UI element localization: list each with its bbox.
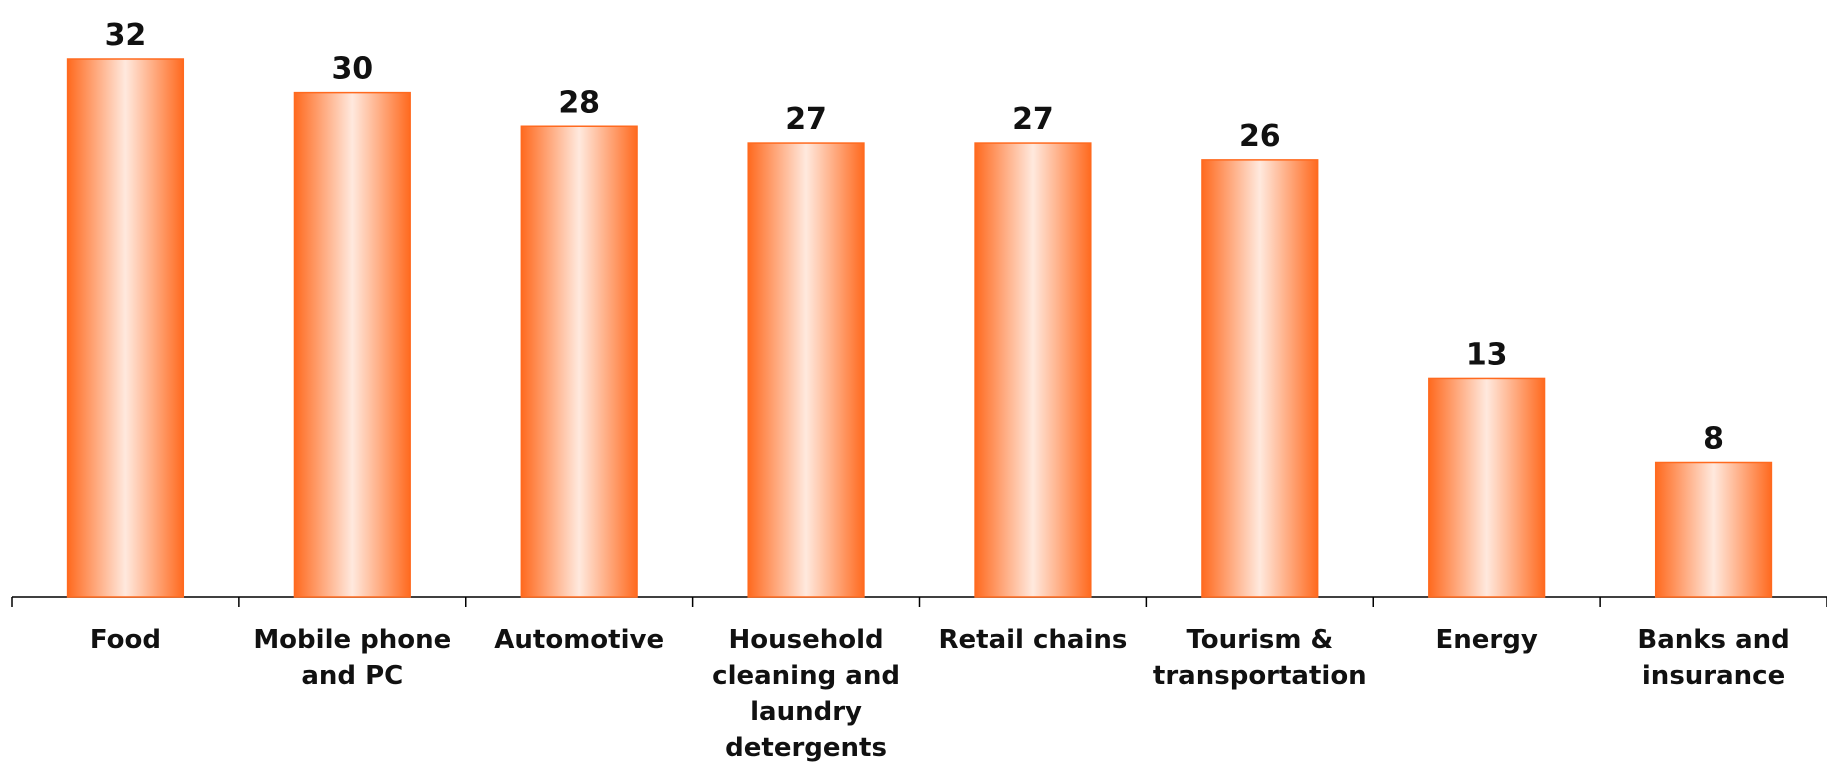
value-label: 8 [1703, 422, 1724, 457]
value-label: 27 [785, 102, 827, 137]
x-tick-label: Retail chains [938, 625, 1128, 655]
bar [66, 58, 185, 598]
bar [1201, 159, 1319, 598]
value-label: 27 [1012, 102, 1054, 137]
value-label: 32 [105, 18, 147, 53]
value-label: 13 [1466, 337, 1508, 372]
bar [293, 91, 411, 598]
bar [1428, 377, 1546, 598]
bar [520, 125, 638, 598]
bar [747, 142, 865, 598]
value-label: 26 [1239, 119, 1281, 154]
x-tick-label: Automotive [494, 625, 665, 655]
bar [974, 142, 1092, 598]
x-tick-label: Energy [1435, 625, 1538, 655]
x-tick-label: Mobile phone and PC [253, 625, 452, 691]
x-tick-label: Banks and insurance [1637, 625, 1790, 691]
x-tick-label: Food [89, 625, 161, 655]
value-label: 30 [331, 52, 373, 87]
x-tick-label: Household cleaning and laundry detergent… [712, 625, 900, 763]
x-tick-label: Tourism & transportation [1152, 625, 1367, 691]
value-label: 28 [558, 85, 600, 120]
bar [1654, 461, 1773, 598]
